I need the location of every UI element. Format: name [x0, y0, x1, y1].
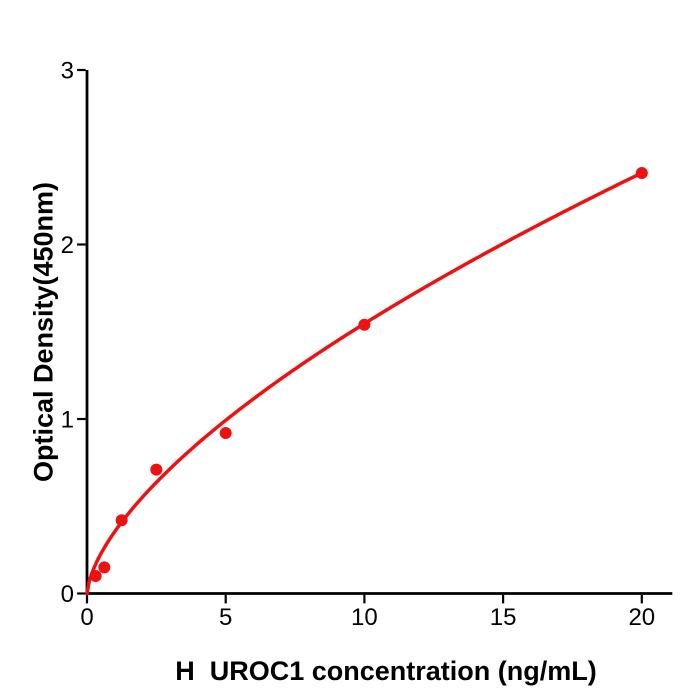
data-point [635, 166, 648, 179]
x-tick-label: 15 [490, 604, 517, 631]
y-tick-label: 0 [61, 581, 74, 608]
x-tick-label: 0 [80, 604, 93, 631]
y-tick-label: 3 [61, 58, 74, 85]
data-point [358, 318, 371, 331]
data-point [98, 561, 111, 574]
data-point [150, 463, 163, 476]
x-axis-title: H UROC1 concentration (ng/mL) [175, 656, 597, 686]
x-tick-label: 10 [351, 604, 378, 631]
y-tick-label: 2 [61, 232, 74, 259]
x-tick-label: 20 [628, 604, 655, 631]
x-tick-label: 5 [219, 604, 232, 631]
data-point [115, 514, 128, 527]
y-axis-title: Optical Density(450nm) [28, 181, 59, 483]
data-point [219, 426, 232, 439]
y-tick-label: 1 [61, 407, 74, 434]
data-point [89, 570, 102, 583]
fit-curve [85, 171, 644, 596]
